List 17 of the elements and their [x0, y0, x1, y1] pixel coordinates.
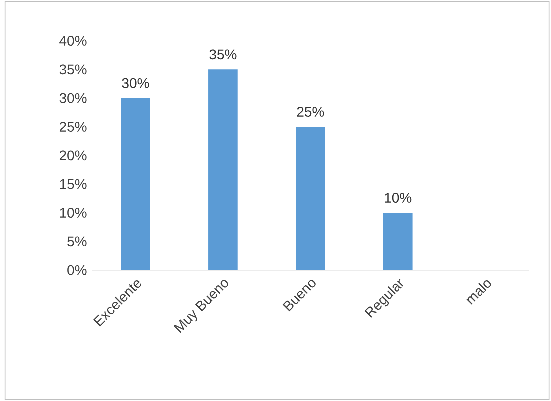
- bar: [296, 127, 326, 270]
- y-tick-label: 5%: [68, 236, 87, 247]
- y-tick-label: 0%: [68, 265, 87, 276]
- data-label: 30%: [122, 78, 150, 88]
- y-tick-label: 30%: [60, 93, 87, 104]
- bar: [383, 213, 413, 270]
- data-label: 25%: [297, 107, 324, 117]
- bar: [208, 70, 238, 270]
- y-tick-label: 25%: [60, 122, 87, 132]
- y-tick-label: 10%: [60, 208, 87, 218]
- y-tick-label: 35%: [60, 64, 87, 75]
- data-label: 10%: [385, 193, 412, 203]
- y-tick-label: 40%: [60, 36, 87, 46]
- bar: [121, 98, 150, 270]
- y-tick-label: 15%: [60, 179, 87, 190]
- y-tick-label: 20%: [60, 150, 87, 161]
- data-label: 35%: [210, 50, 237, 60]
